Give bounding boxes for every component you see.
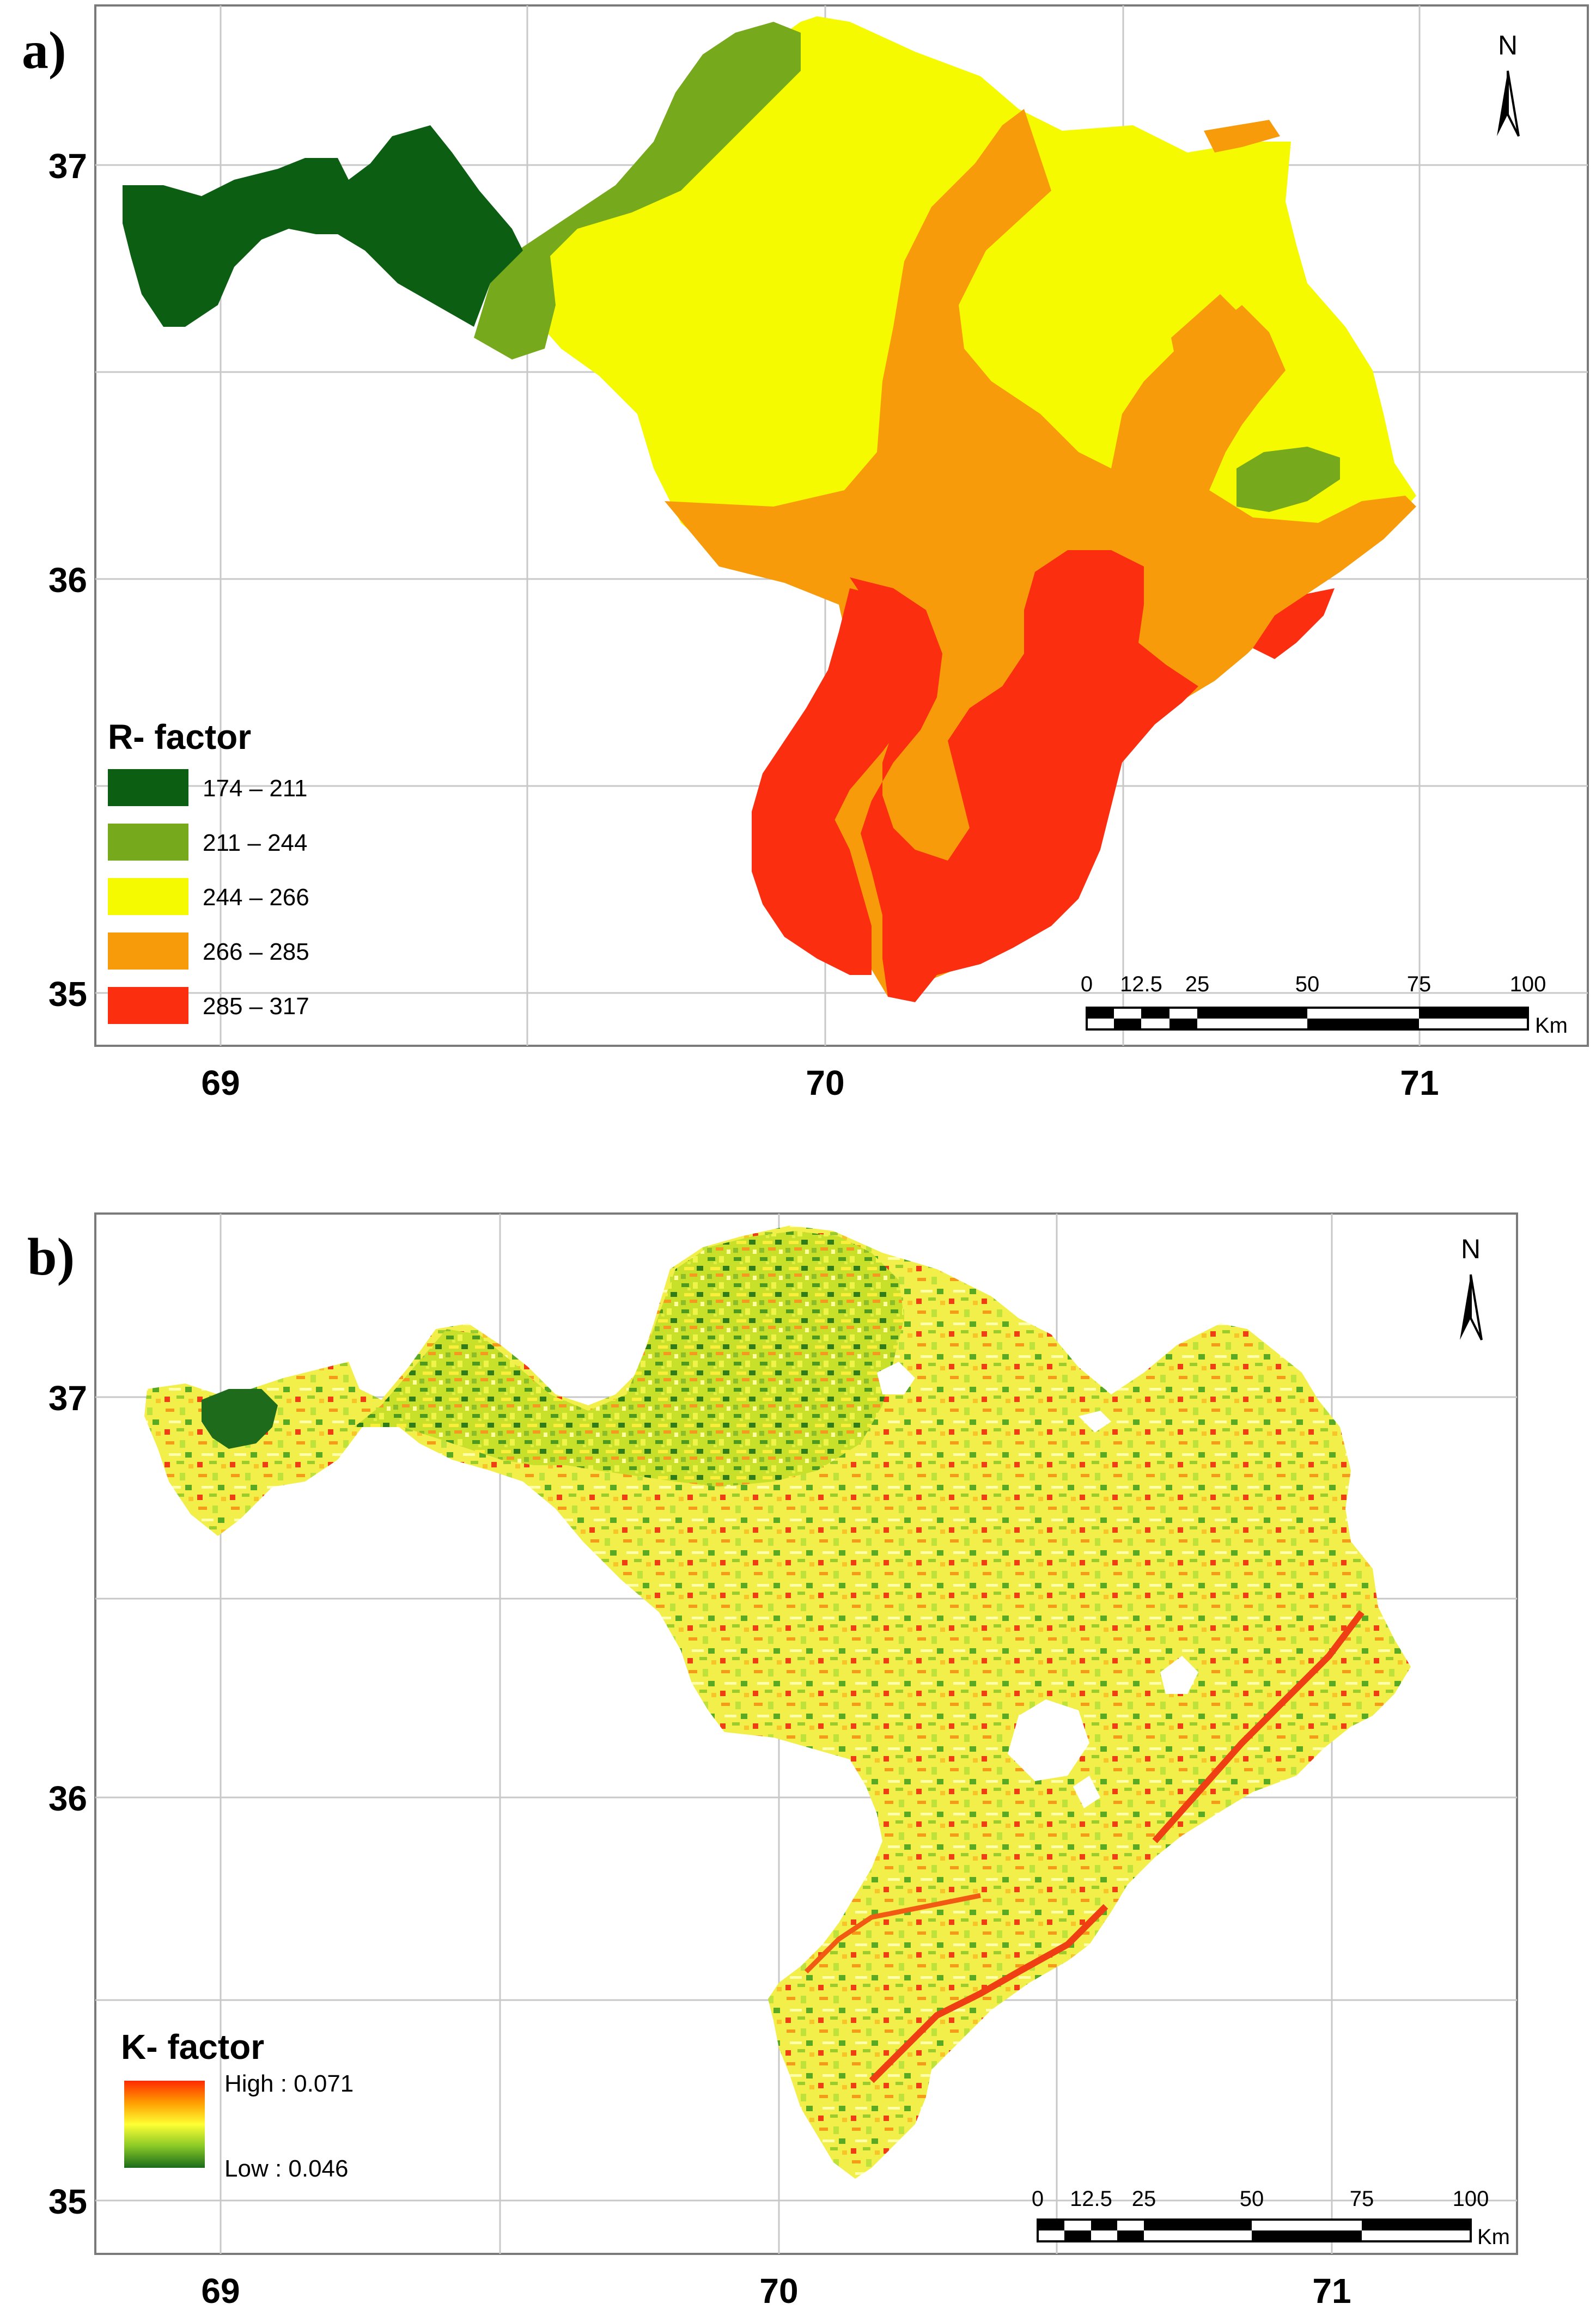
legend-swatch-1 [108, 769, 188, 806]
legend-swatch-2 [108, 824, 188, 861]
y-ticks-b: 37 36 35 [48, 1379, 87, 2221]
scalebar-a: 0 12.5 25 50 75 100 Km [1081, 972, 1568, 1038]
zone-285-317-ne [1253, 588, 1335, 659]
legend-swatch-5 [108, 987, 188, 1024]
r-factor-map [123, 16, 1416, 1002]
scale-tick: 50 [1295, 972, 1320, 996]
north-label-b: N [1461, 1234, 1481, 1264]
y-tick-label: 37 [48, 1379, 87, 1418]
zone-285-317-sw [752, 806, 872, 975]
legend-swatch-4 [108, 932, 188, 970]
zone-211-244-east [1236, 447, 1340, 512]
legend-item-1: 174 – 211 [203, 775, 307, 802]
x-tick-label: 69 [201, 1063, 240, 1102]
x-tick-label: 69 [201, 2271, 240, 2310]
y-ticks-a: 37 36 35 [48, 147, 87, 1014]
panel-label-b: b) [27, 1228, 75, 1287]
y-tick-label: 36 [48, 1779, 87, 1818]
north-arrow-b: N [1460, 1234, 1483, 1340]
k-white-gap-3 [1008, 1699, 1089, 1781]
panel-b: b) N 69 70 71 37 36 35 K- factor High : … [27, 1212, 1518, 2310]
scalebar-b: 0 12.5 25 50 75 100 Km [1032, 2187, 1510, 2249]
scale-tick: 100 [1453, 2187, 1489, 2211]
legend-b: K- factor High : 0.071 Low : 0.046 [121, 2027, 354, 2182]
x-tick-label: 70 [806, 1063, 844, 1102]
scale-tick: 0 [1032, 2187, 1044, 2211]
x-ticks-b: 69 70 71 [201, 2271, 1351, 2310]
scale-tick: 75 [1350, 2187, 1374, 2211]
zone-266-285-ne [1204, 120, 1280, 153]
scale-tick: 75 [1407, 972, 1431, 996]
scale-unit: Km [1477, 2225, 1510, 2249]
k-region-west-dark [202, 1389, 278, 1449]
k-white-gap-4 [1160, 1656, 1198, 1694]
scale-tick: 12.5 [1120, 972, 1162, 996]
legend-a: R- factor 174 – 211 211 – 244 244 – 266 … [108, 717, 309, 1024]
scale-tick: 0 [1081, 972, 1093, 996]
k-region-north-green [354, 1231, 904, 1487]
scale-unit: Km [1535, 1014, 1568, 1038]
x-tick-label: 71 [1400, 1063, 1439, 1102]
legend-item-2: 211 – 244 [203, 830, 307, 856]
scale-tick: 25 [1185, 972, 1210, 996]
k-red-streak-1 [869, 1904, 1108, 2083]
north-arrow-a: N [1497, 30, 1520, 137]
legend-item-5: 285 – 317 [203, 993, 309, 1020]
legend-title-b: K- factor [121, 2027, 264, 2067]
y-tick-label: 35 [48, 974, 87, 1014]
scale-tick: 25 [1132, 2187, 1156, 2211]
legend-gradient [124, 2081, 205, 2168]
y-tick-label: 37 [48, 147, 87, 186]
legend-high: High : 0.071 [224, 2070, 354, 2097]
x-tick-label: 71 [1312, 2271, 1351, 2310]
k-white-gap-1 [877, 1362, 915, 1394]
k-factor-map [144, 1226, 1411, 2179]
y-tick-label: 35 [48, 2182, 87, 2221]
zone-211-244 [474, 22, 801, 359]
panel-label-a: a) [22, 21, 66, 80]
k-white-gap-5 [1073, 1776, 1100, 1808]
legend-item-3: 244 – 266 [203, 884, 309, 911]
panel-a: a) N 69 70 71 37 36 35 R- factor 174 – 2… [22, 4, 1589, 1102]
legend-low: Low : 0.046 [224, 2155, 349, 2182]
legend-swatch-3 [108, 878, 188, 915]
scale-tick: 100 [1510, 972, 1546, 996]
north-label-a: N [1498, 30, 1518, 60]
k-region-main [144, 1226, 1411, 2179]
zone-266-285-east [1171, 294, 1280, 403]
scale-tick: 12.5 [1070, 2187, 1112, 2211]
k-red-streak-3 [804, 1893, 981, 1974]
legend-item-4: 266 – 285 [203, 938, 309, 965]
k-red-streak-2 [1152, 1610, 1364, 1843]
scale-tick: 50 [1240, 2187, 1264, 2211]
legend-title-a: R- factor [108, 717, 251, 757]
x-ticks-a: 69 70 71 [201, 1063, 1439, 1102]
zone-174-211 [123, 125, 523, 327]
k-white-gap-2 [1079, 1411, 1111, 1433]
y-tick-label: 36 [48, 560, 87, 600]
zone-285-317 [850, 550, 1198, 1002]
x-tick-label: 70 [759, 2271, 798, 2310]
